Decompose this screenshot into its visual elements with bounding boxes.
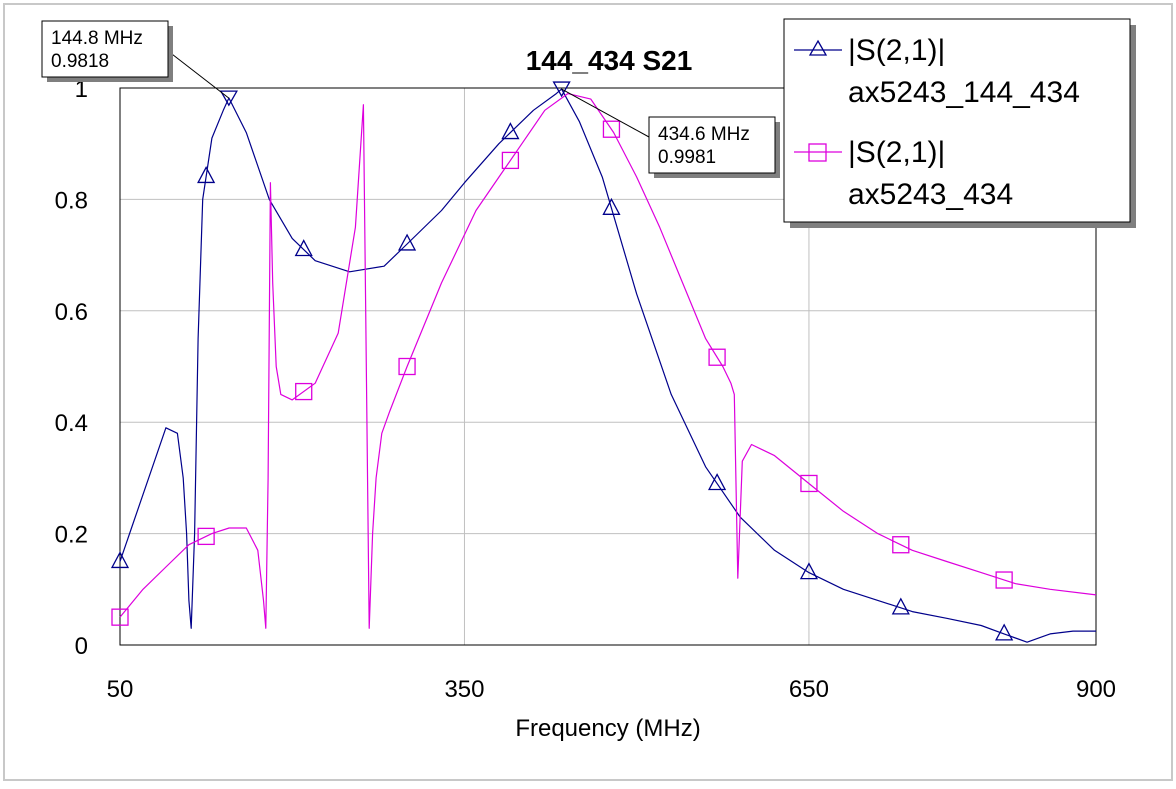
legend-label-series-2-line2: ax5243_434 — [848, 178, 1013, 211]
legend-marker-triangle — [808, 39, 828, 56]
y-tick-label: 0.8 — [55, 187, 88, 214]
series-line-2 — [119, 92, 1097, 629]
annotation-frequency: 434.6 MHz — [658, 124, 750, 145]
annotation-marker — [552, 81, 571, 98]
series-marker-square — [602, 120, 621, 138]
legend-label-series-1-line1: |S(2,1)| — [848, 34, 945, 67]
annotation-value: 0.9818 — [51, 51, 109, 72]
y-tick-label: 1 — [75, 76, 88, 103]
legend-box — [783, 18, 1131, 223]
series-marker-triangle — [294, 239, 313, 257]
annotation-leader — [167, 50, 230, 99]
annotation-frequency: 144.8 MHz — [51, 28, 143, 49]
series-marker-square — [398, 357, 416, 376]
chart-title: 144_434 S21 — [526, 45, 693, 76]
series-marker-triangle — [891, 597, 910, 615]
outer-border — [3, 3, 1173, 781]
series-marker-square — [800, 474, 818, 493]
series-marker-square — [197, 527, 215, 546]
series-marker-square — [995, 571, 1013, 589]
x-tick-label: 650 — [789, 676, 829, 703]
y-tick-label: 0 — [75, 633, 88, 660]
series-marker-triangle — [799, 562, 819, 580]
series-marker-triangle — [110, 551, 130, 569]
y-tick-label: 0.4 — [55, 410, 88, 437]
x-axis-label: Frequency (MHz) — [515, 715, 700, 742]
legend: |S(2,1)| ax5243_144_434 |S(2,1)| ax5243_… — [783, 18, 1136, 228]
series-marker-square — [111, 608, 129, 626]
annotation-value: 0.9981 — [658, 147, 716, 168]
annotation-box — [648, 116, 776, 174]
series-marker-triangle — [602, 197, 621, 215]
series-marker-square — [295, 382, 313, 401]
legend-label-series-1-line2: ax5243_144_434 — [848, 76, 1080, 109]
annotation-marker — [219, 90, 238, 107]
legend-marker-square — [808, 143, 827, 162]
series-marker-triangle — [397, 233, 417, 251]
series-layer — [110, 88, 1097, 643]
y-tick-label: 0.2 — [55, 522, 88, 549]
x-tick-label: 50 — [107, 676, 134, 703]
annotation-leader — [561, 88, 650, 138]
tick-labels: 50 350 650 900 0 0.2 0.4 0.6 0.8 1 — [55, 76, 1116, 703]
series-line-1 — [119, 88, 1096, 643]
series-marker-triangle — [995, 623, 1014, 641]
series-marker-triangle — [707, 473, 727, 491]
series-marker-triangle — [197, 166, 216, 184]
x-tick-label: 350 — [444, 676, 484, 703]
x-tick-label: 900 — [1076, 676, 1116, 703]
series-marker-square — [892, 536, 910, 554]
series-marker-triangle — [501, 122, 520, 140]
annotation-box — [41, 20, 169, 78]
series-marker-square — [708, 348, 726, 366]
y-tick-label: 0.6 — [55, 299, 88, 326]
legend-label-series-2-line1: |S(2,1)| — [848, 136, 945, 169]
plot-area — [119, 87, 1097, 646]
series-marker-square — [501, 151, 520, 170]
